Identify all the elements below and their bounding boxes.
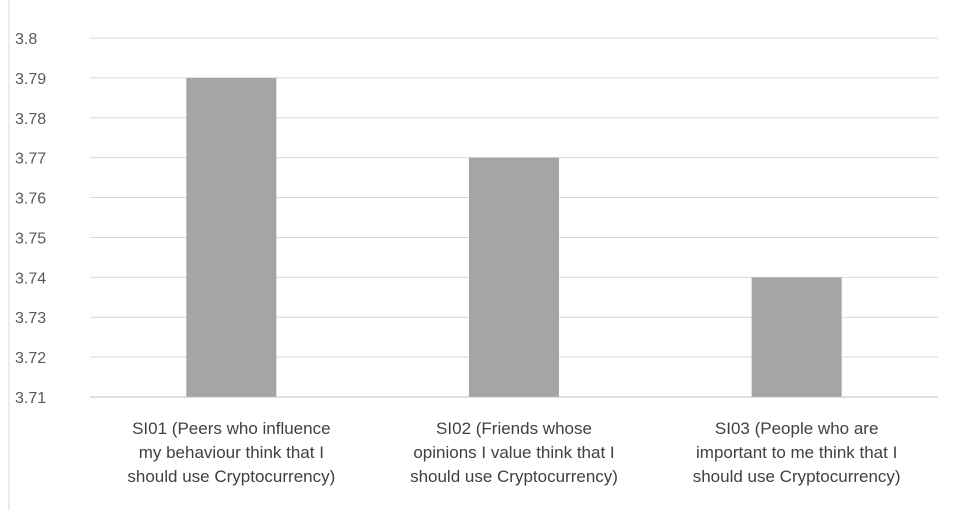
bar-3 xyxy=(751,277,842,397)
x-category-label: SI01 (Peers who influence xyxy=(132,419,330,438)
x-category-label: should use Cryptocurrency) xyxy=(693,467,901,486)
x-category-label: SI03 (People who are xyxy=(715,419,879,438)
bar-2 xyxy=(469,157,559,397)
bar-1 xyxy=(186,77,277,397)
y-tick-label: 3.76 xyxy=(15,191,46,208)
x-category-label: should use Cryptocurrency) xyxy=(410,467,618,486)
x-category-label: should use Cryptocurrency) xyxy=(127,467,335,486)
y-tick-label: 3.71 xyxy=(15,390,46,407)
x-category-label: my behaviour think that I xyxy=(139,443,324,462)
y-tick-label: 3.75 xyxy=(15,230,46,247)
y-tick-label: 3.8 xyxy=(15,31,37,48)
y-tick-label: 3.79 xyxy=(15,71,46,88)
x-category-label: opinions I value think that I xyxy=(413,443,614,462)
y-axis-ticks: 3.71 3.72 3.73 3.74 3.75 3.76 3.77 3.78 3.79 3.8 xyxy=(15,31,46,407)
x-category-label: SI02 (Friends whose xyxy=(436,419,592,438)
x-axis-labels: SI01 (Peers who influence my behaviour th… xyxy=(127,419,900,486)
y-tick-label: 3.78 xyxy=(15,111,46,128)
y-tick-label: 3.72 xyxy=(15,350,46,367)
y-tick-label: 3.74 xyxy=(15,270,46,287)
y-tick-label: 3.77 xyxy=(15,151,46,168)
bars xyxy=(186,77,842,397)
y-tick-label: 3.73 xyxy=(15,310,46,327)
x-category-label: important to me think that I xyxy=(696,443,897,462)
